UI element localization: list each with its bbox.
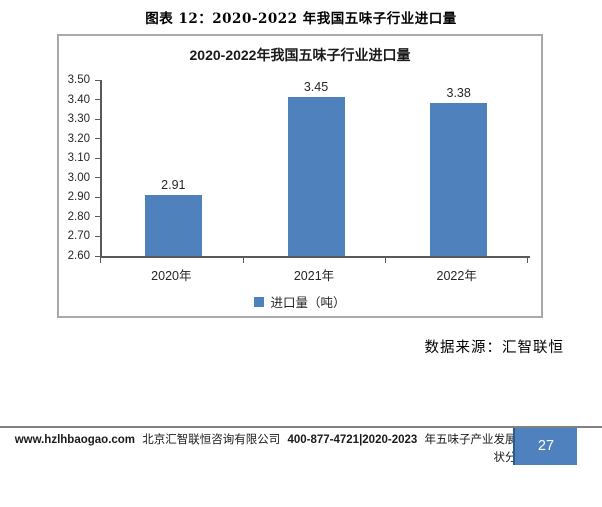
y-tick-mark — [95, 235, 100, 237]
y-tick-mark — [95, 118, 100, 120]
chart-frame: 2020-2022年我国五味子行业进口量 3.50 3.40 3.30 3.20 3.1… — [57, 34, 543, 318]
figure-caption: 图表 12：2020-2022 年我国五味子行业进口量 — [145, 11, 457, 27]
y-tick-mark — [95, 157, 100, 159]
plot-area: 2.91 3.45 3.38 — [100, 80, 530, 258]
x-tick-mark — [100, 258, 101, 263]
bar — [287, 97, 345, 256]
x-tick-mark — [385, 258, 387, 263]
bar-value-label: 2.91 — [161, 178, 186, 193]
chart-title: 2020-2022年我国五味子行业进口量 — [189, 47, 411, 63]
x-tick-mark — [242, 258, 244, 263]
y-tick-label: 3.40 — [67, 93, 90, 106]
y-tick-mark — [95, 216, 100, 218]
y-tick-label: 3.50 — [67, 74, 90, 86]
y-tick-mark — [95, 255, 100, 257]
x-tick-label: 2020年 — [151, 269, 192, 283]
x-axis-labels: 2020年 2021年 2022年 — [100, 265, 528, 284]
page-number-badge: 27 — [513, 428, 577, 465]
y-tick-mark — [95, 99, 100, 101]
x-tick-label: 2022年 — [436, 269, 477, 283]
bar-slot: 2.91 — [102, 80, 245, 256]
data-source-note: 数据来源：汇智联恒 — [424, 340, 564, 356]
y-tick-mark — [95, 196, 100, 198]
y-tick-mark — [95, 138, 100, 140]
footer-divider — [0, 426, 602, 428]
bar — [144, 195, 202, 256]
footer-text-line1: www.hzlhbaogao.com 北京汇智联恒咨询有限公司 400-877-… — [8, 431, 528, 449]
legend-label: 进口量（吨） — [270, 296, 346, 310]
y-tick-label: 3.30 — [67, 113, 90, 126]
bar-slot: 3.45 — [245, 80, 388, 256]
y-tick-label: 2.90 — [67, 191, 90, 204]
footer-report-title-part1: 年五味子产业发展现 — [424, 432, 529, 446]
bar-slot: 3.38 — [387, 80, 530, 256]
y-tick-label: 2.70 — [67, 230, 90, 243]
x-tick-mark — [527, 258, 528, 263]
footer-phone: 400-877-4721|2020-2023 — [287, 434, 418, 446]
x-tick-label: 2021年 — [293, 269, 335, 283]
page-footer: www.hzlhbaogao.com 北京汇智联恒咨询有限公司 400-877-… — [8, 431, 528, 465]
footer-report-title-part2: 状分析 — [493, 449, 529, 464]
y-tick-label: 2.80 — [67, 210, 90, 223]
legend: 进口量（吨） — [59, 292, 541, 311]
y-tick-label: 3.20 — [67, 132, 90, 145]
footer-company: 北京汇智联恒咨询有限公司 — [142, 432, 281, 446]
y-tick-label: 3.00 — [67, 171, 90, 184]
bar — [430, 103, 488, 256]
y-tick-label: 2.60 — [67, 250, 90, 262]
footer-website: www.hzlhbaogao.com — [14, 434, 136, 446]
y-axis: 3.50 3.40 3.30 3.20 3.10 3.00 2.90 2.80 2.70 2.60 — [59, 74, 100, 262]
legend-marker-icon — [254, 296, 265, 307]
y-tick-mark — [95, 177, 100, 179]
bar-value-label: 3.38 — [446, 86, 471, 101]
x-axis-ticks — [100, 256, 528, 263]
bar-value-label: 3.45 — [303, 80, 329, 94]
y-tick-label: 3.10 — [67, 152, 90, 165]
y-tick-mark — [95, 79, 100, 81]
